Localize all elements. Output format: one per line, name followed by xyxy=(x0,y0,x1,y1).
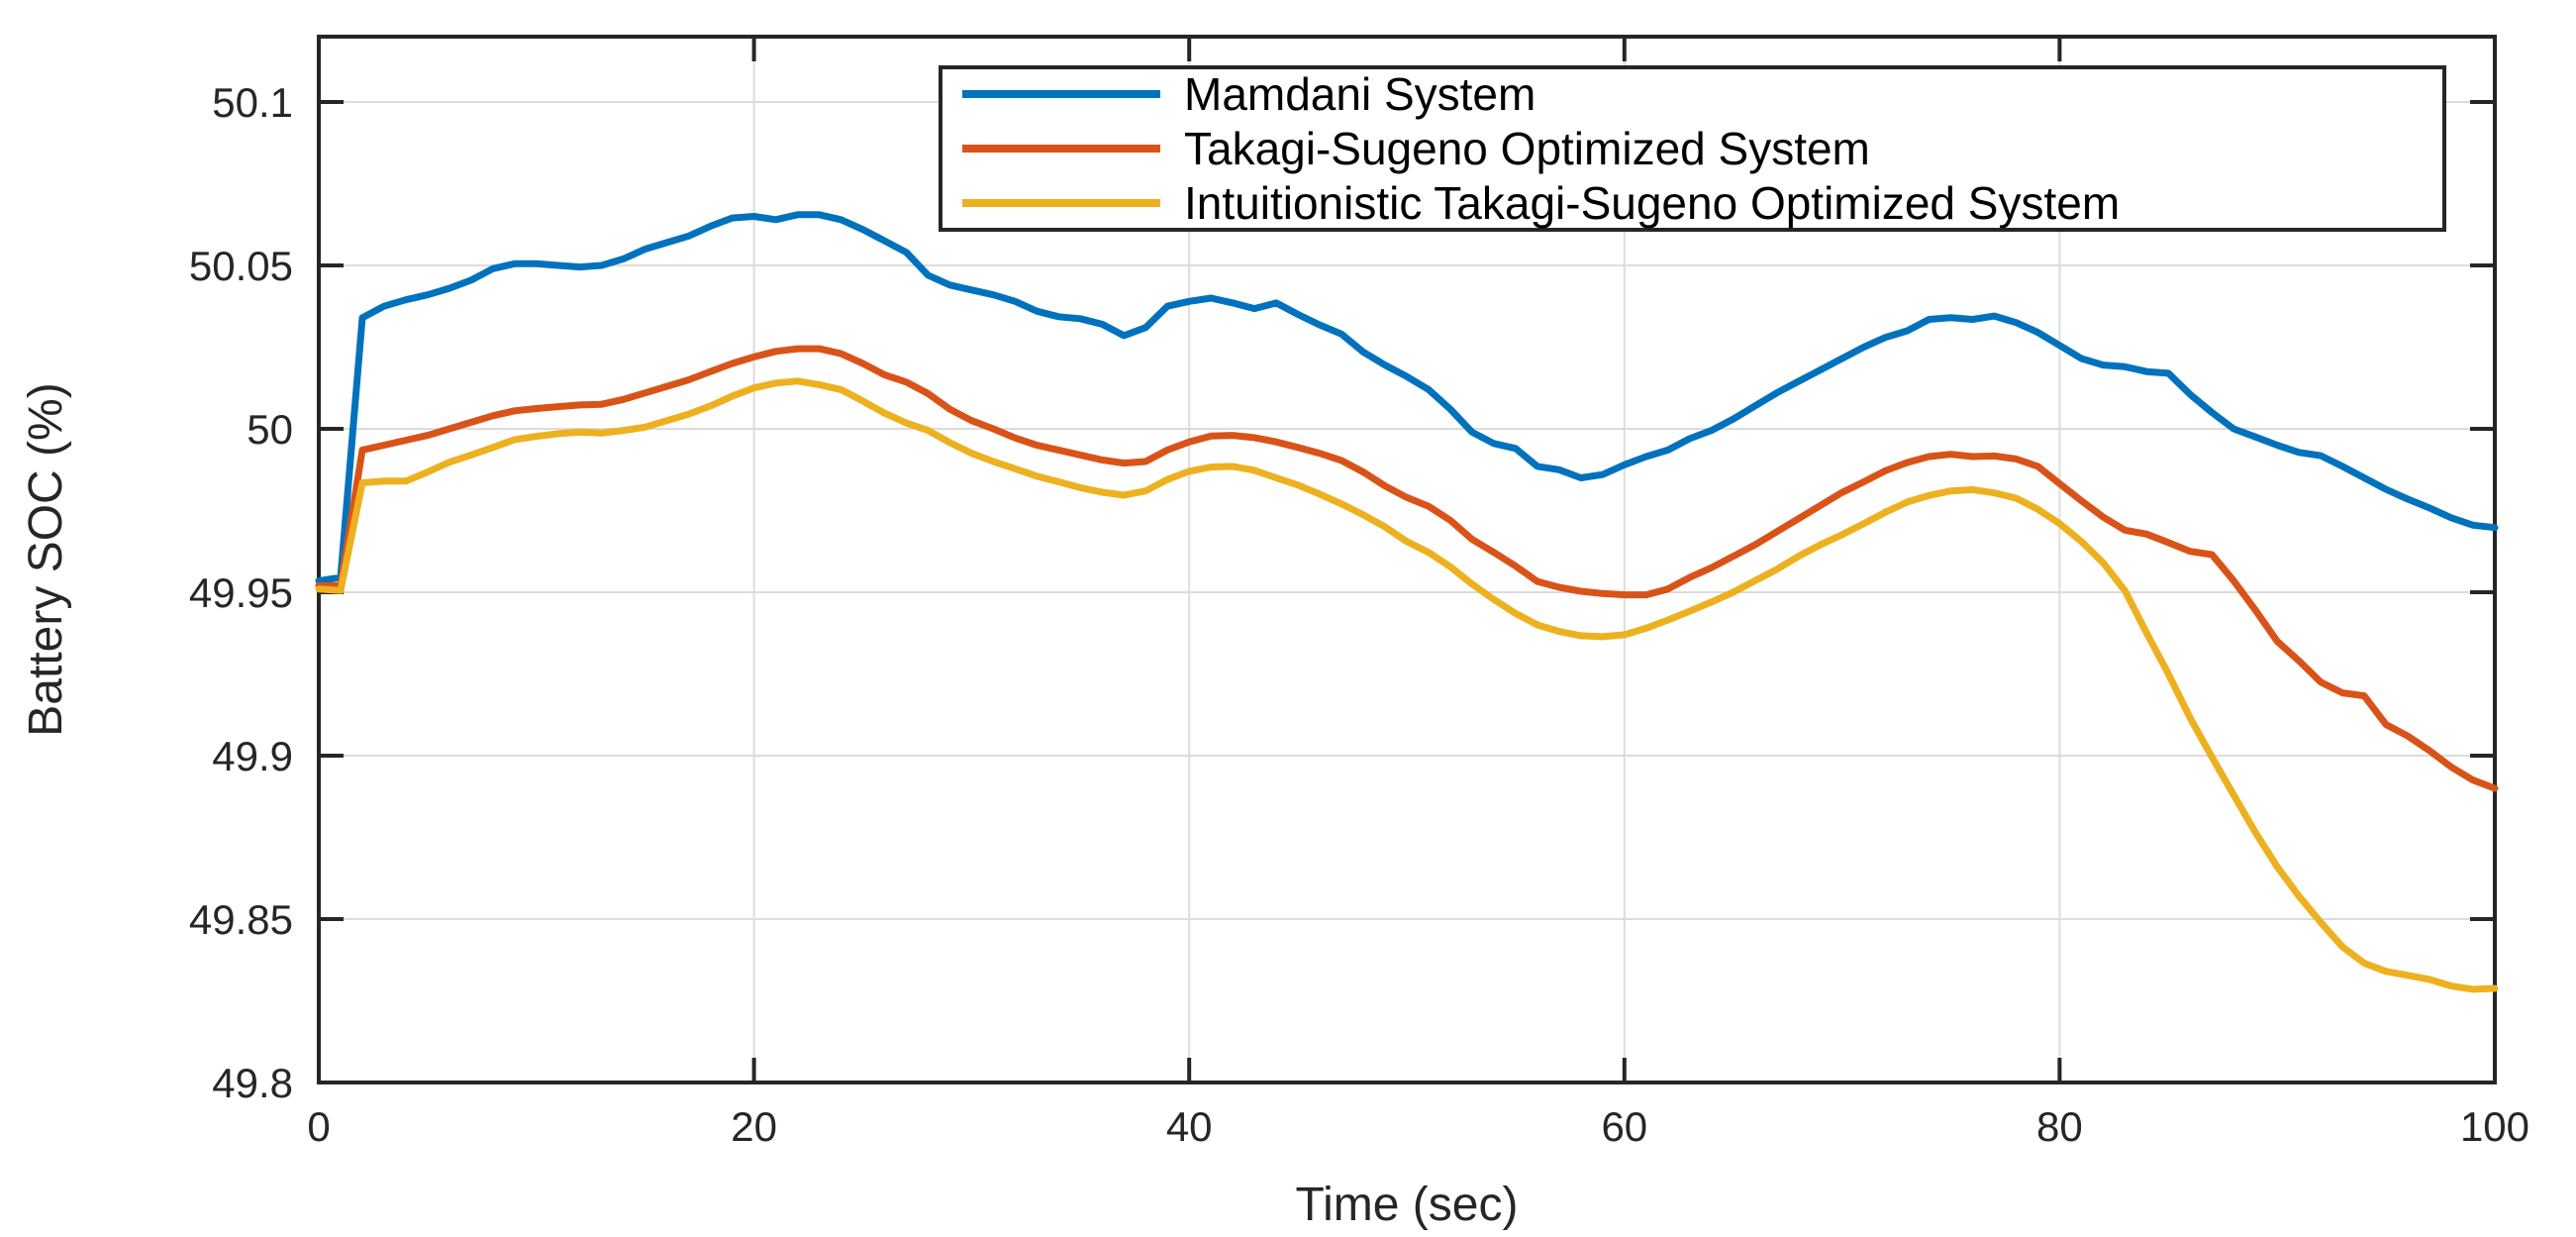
legend: Mamdani System Takagi-Sugeno Optimized S… xyxy=(939,65,2446,232)
y-axis-label: Battery SOC (%) xyxy=(20,382,72,736)
y-tick-label: 49.8 xyxy=(212,1060,293,1106)
plot-border xyxy=(317,35,2497,1084)
legend-label-takagi-sugeno: Takagi-Sugeno Optimized System xyxy=(1184,123,1870,174)
x-axis-label: Time (sec) xyxy=(1296,1179,1519,1231)
tick-marks xyxy=(317,37,2497,1084)
series-line-2 xyxy=(315,377,2499,993)
y-tick-label: 50.1 xyxy=(212,79,293,126)
x-tick-label: 60 xyxy=(1601,1103,1647,1150)
x-tick-label: 0 xyxy=(307,1103,330,1150)
y-axis-tick-labels: 49.8 49.85 49.9 49.95 50 50.05 50.1 xyxy=(189,79,293,1106)
series-line-1 xyxy=(315,345,2499,792)
y-tick-label: 49.95 xyxy=(189,569,293,616)
x-tick-label: 80 xyxy=(2036,1103,2083,1150)
x-axis-tick-labels: 0 20 40 60 80 100 xyxy=(307,1103,2529,1150)
y-tick-label: 50.05 xyxy=(189,243,293,289)
y-tick-label: 49.85 xyxy=(189,896,293,943)
series-line-0 xyxy=(315,211,2499,584)
legend-label-mamdani: Mamdani System xyxy=(1184,68,1536,120)
x-tick-label: 20 xyxy=(731,1103,777,1150)
y-tick-label: 49.9 xyxy=(212,733,293,779)
legend-label-intuitionistic: Intuitionistic Takagi-Sugeno Optimized S… xyxy=(1184,177,2120,229)
x-tick-label: 40 xyxy=(1166,1103,1213,1150)
y-tick-label: 50 xyxy=(247,406,293,453)
legend-box xyxy=(939,65,2446,232)
series-lines xyxy=(315,211,2499,993)
x-tick-label: 100 xyxy=(2460,1103,2529,1150)
